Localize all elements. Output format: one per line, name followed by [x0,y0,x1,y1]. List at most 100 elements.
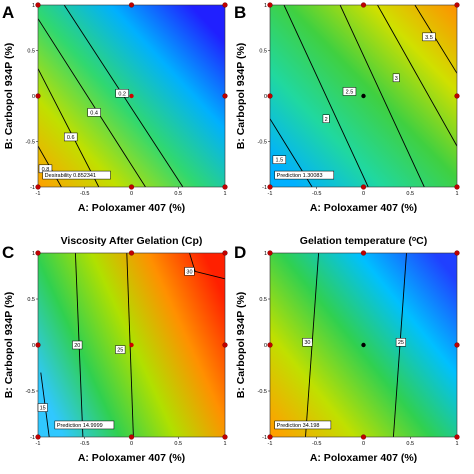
contour-label: 0.6 [67,135,75,141]
y-axis-label: B: Carbopol 934P (%) [235,292,247,399]
contour-label: 20 [74,343,80,349]
design-point [35,93,41,99]
x-tick-label: -1 [36,191,41,197]
design-point [267,2,273,8]
y-tick-label: 0.5 [27,49,35,55]
y-tick-label: -0.5 [258,389,267,395]
x-tick-label: 1 [455,191,458,197]
design-point [128,184,135,190]
contour-label: 25 [398,340,404,346]
panel-letter: A [2,3,14,22]
contour-line [377,5,457,147]
x-tick-label: 0 [130,441,133,447]
contour-line [38,68,100,187]
x-axis-label: A: Poloxamer 407 (%) [78,452,185,464]
y-tick-label: 1 [264,251,267,257]
contour-label: 30 [304,340,310,346]
design-point [360,250,367,256]
x-axis-label: A: Poloxamer 407 (%) [310,452,417,464]
contour-label: 0.2 [118,91,126,97]
x-tick-label: 0.5 [174,441,182,447]
design-point [360,2,367,8]
contour-label-box [87,108,101,117]
design-point [222,434,228,440]
design-point [222,184,228,190]
contour-label: 2.5 [346,89,354,95]
x-tick-label: 0.5 [406,191,414,197]
panel-a: 0.2 0.4 0.6 0.8 -1 -0.5 0 0.5 1 -1 -0.5 0 0.5 1 Desira… [2,2,228,214]
x-tick-label: 0.5 [406,441,414,447]
y-tick-label: 0.5 [27,297,35,303]
x-tick-label: -1 [268,191,273,197]
panel-letter: D [234,243,246,262]
panel-b: 1.5 2 2.5 3 3.5 -1 -0.5 0 0.5 1 -1 -0.5 0 0.5 1 Predict… [234,2,460,214]
prediction-text: Prediction 34.198 [277,423,320,429]
y-tick-label: -1 [30,435,35,441]
prediction-box [42,170,111,180]
center-point [129,93,134,99]
design-point [267,342,273,348]
design-point [454,184,460,190]
contour-label-box [184,267,195,276]
prediction-box [274,170,335,180]
x-tick-label: -1 [36,441,41,447]
design-point [454,434,460,440]
x-tick-label: 0.5 [174,191,182,197]
prediction-box [274,420,332,430]
y-tick-label: 1 [264,3,267,9]
contour-label-box [72,340,83,350]
contour-lines [270,5,457,187]
contour-label: 3 [395,76,398,82]
center-point [361,342,366,348]
contour-line [189,253,225,280]
y-tick-label: 0.5 [259,49,267,55]
contour-label: 30 [186,269,192,275]
y-tick-label: 0 [264,94,267,100]
x-tick-label: -0.5 [80,441,89,447]
prediction-text: Desirability 0.852341 [45,173,96,179]
contour-line [339,5,425,187]
design-point [35,2,41,8]
x-tick-label: 1 [223,441,226,447]
prediction-box [54,420,115,430]
design-point [454,2,460,8]
contour-label-box [322,114,330,123]
contour-line [38,18,146,187]
y-tick-label: 1 [32,251,35,257]
contour-label-box [392,73,400,83]
design-point [35,250,41,256]
prediction-text: Prediction 14.9999 [57,423,103,429]
x-tick-label: 0 [130,191,133,197]
x-tick-label: -0.5 [312,191,321,197]
y-tick-label: 0 [32,94,35,100]
x-tick-label: 1 [223,191,226,197]
contour-label: 25 [117,348,123,354]
prediction-text: Prediction 1.30083 [277,173,323,179]
y-tick-label: -0.5 [26,140,35,146]
contour-label: 1.5 [276,158,284,164]
center-point [361,93,366,99]
x-tick-label: 0 [362,441,365,447]
design-point [35,342,41,348]
design-point [128,2,135,8]
contour-label: 15 [40,406,46,412]
contour-label: 0.8 [42,167,50,173]
panel-d: 30 25 -1 -0.5 0 0.5 1 -1 -0.5 0 0.5 1 Prediction 34.… [234,235,460,464]
contour-label-box [115,89,129,98]
y-tick-label: 0 [264,343,267,349]
y-axis-label: B: Carbopol 934P (%) [235,43,247,150]
design-point [454,250,460,256]
contour-label-box [395,337,406,347]
y-axis-label: B: Carbopol 934P (%) [3,292,15,399]
design-point [267,434,273,440]
design-point [454,342,460,348]
y-tick-label: -0.5 [26,389,35,395]
design-point [267,93,273,99]
y-tick-label: -1 [262,185,267,191]
panel-letter: C [2,243,14,262]
contour-label-box [115,345,126,354]
chart-title: Gelation temperature (oC) [300,235,427,247]
x-axis-label: A: Poloxamer 407 (%) [78,202,185,214]
design-point [222,250,228,256]
